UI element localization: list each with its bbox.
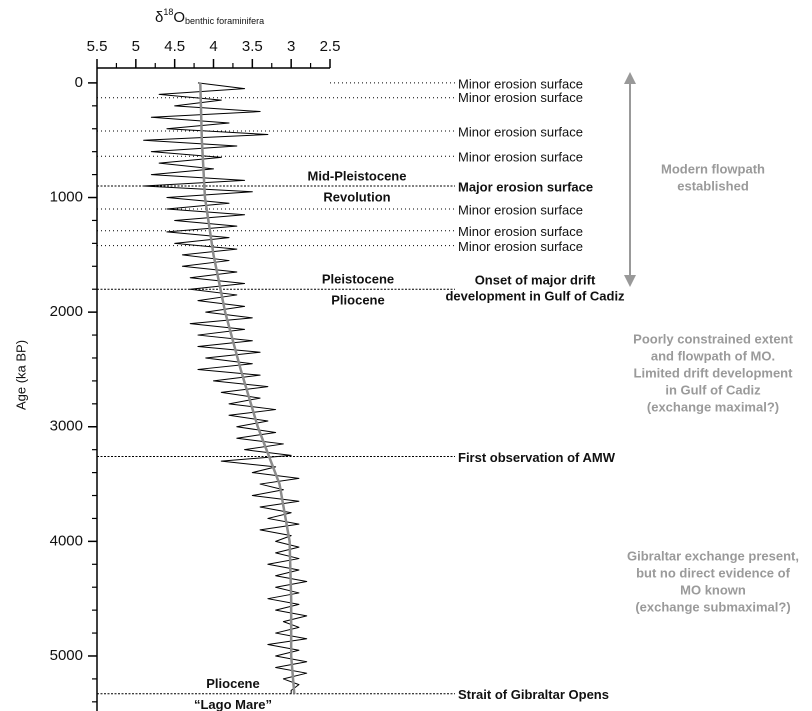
side-note: in Gulf of Cadiz [665, 382, 761, 397]
x-tick-label: 2.5 [320, 38, 341, 55]
period-label-above: Mid-Pleistocene [308, 168, 407, 183]
y-tick-label: 3000 [50, 418, 83, 435]
side-note: and flowpath of MO. [651, 348, 775, 363]
x-tick-label: 4.5 [164, 38, 185, 55]
side-note: established [677, 178, 749, 193]
side-note: Poorly constrained extent [633, 331, 793, 346]
x-label-sub: benthic foraminifera [185, 16, 264, 26]
period-label-above: Pliocene [206, 676, 259, 691]
y-tick-label: 4000 [50, 532, 83, 549]
annotation-label: Minor erosion surface [458, 224, 583, 239]
side-note: (exchange maximal?) [647, 399, 779, 414]
x-tick-label: 4 [209, 38, 217, 55]
x-label-base: O [173, 9, 185, 26]
data-line [199, 82, 296, 694]
y-tick-label: 0 [75, 74, 83, 91]
x-tick-label: 5 [132, 38, 140, 55]
annotation-label: First observation of AMW [458, 450, 616, 465]
y-axis-label: Age (ka BP) [13, 340, 28, 410]
data-line [143, 82, 308, 694]
annotation-label: Minor erosion surface [458, 239, 583, 254]
side-note: Modern flowpath [661, 161, 765, 176]
side-note: but no direct evidence of [636, 565, 791, 580]
annotation-label: Minor erosion surface [458, 150, 583, 165]
annotation-label: Onset of major drift [475, 273, 596, 288]
period-label-below: “Lago Mare” [194, 697, 272, 711]
annotation-label: Minor erosion surface [458, 76, 583, 91]
x-label-sup: 18 [163, 7, 173, 17]
annotation-label: development in Gulf of Cadiz [445, 289, 625, 304]
period-label-above: Pleistocene [322, 272, 394, 287]
y-tick-label: 2000 [50, 303, 83, 320]
annotation-label: Strait of Gibraltar Opens [458, 687, 609, 702]
y-tick-label: 1000 [50, 188, 83, 205]
x-tick-label: 3 [287, 38, 295, 55]
annotation-label: Major erosion surface [458, 179, 593, 194]
x-tick-label: 5.5 [87, 38, 108, 55]
x-label-delta: δ [155, 9, 163, 26]
side-note: (exchange submaximal?) [635, 599, 790, 614]
annotation-label: Minor erosion surface [458, 90, 583, 105]
period-label-below: Pliocene [331, 293, 384, 308]
side-note: MO known [680, 582, 746, 597]
side-note: Limited drift development [634, 365, 794, 380]
period-label-below: Revolution [323, 189, 390, 204]
annotation-label: Minor erosion surface [458, 202, 583, 217]
side-note: Gibraltar exchange present, [627, 548, 799, 563]
y-tick-label: 5000 [50, 647, 83, 664]
annotation-label: Minor erosion surface [458, 124, 583, 139]
x-axis-label: δ18Obenthic foraminifera [155, 7, 264, 26]
x-tick-label: 3.5 [242, 38, 263, 55]
